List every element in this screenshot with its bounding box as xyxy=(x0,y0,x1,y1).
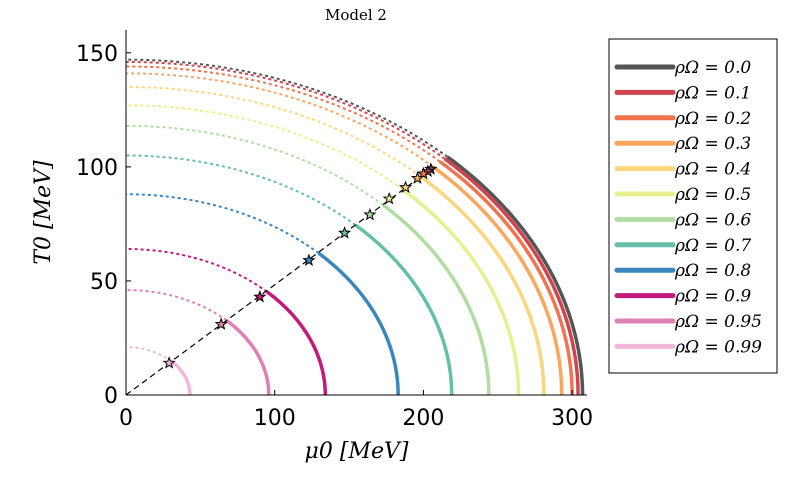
legend-label-9: ρΩ = 0.9 xyxy=(674,287,751,307)
y-tick-label: 50 xyxy=(90,270,118,295)
legend-label-0: ρΩ = 0.0 xyxy=(674,58,751,78)
x-axis-title: μ0 [MeV] xyxy=(305,439,409,464)
star-marker-7 xyxy=(338,226,352,239)
axes: 0 100 200 300 0 50 100 150 μ0 [MeV] T0 [MeV] xyxy=(31,30,593,464)
y-axis-title: T0 [MeV] xyxy=(31,160,56,265)
legend-label-6: ρΩ = 0.6 xyxy=(674,210,751,230)
series-first-order-line-4 xyxy=(419,175,546,396)
series-first-order-line-1 xyxy=(443,157,580,396)
series-first-order-line-3 xyxy=(431,165,564,396)
series-crossover-line-11 xyxy=(125,346,173,363)
series-crossover-line-10 xyxy=(125,289,227,322)
star-marker-11 xyxy=(162,356,176,369)
y-tick-label: 150 xyxy=(76,42,118,67)
series-crossover-line-6 xyxy=(125,124,384,206)
diagonal-dashed-line xyxy=(125,166,435,396)
star-marker-3 xyxy=(410,171,425,184)
star-marker-2 xyxy=(416,166,431,180)
series-crossover-line-8 xyxy=(125,193,320,255)
legend-label-7: ρΩ = 0.7 xyxy=(674,236,751,256)
y-tick-label: 0 xyxy=(104,384,118,409)
x-tick-label: 100 xyxy=(254,406,296,431)
star-marker-5 xyxy=(382,191,396,205)
series-first-order-line-6 xyxy=(382,203,491,396)
series-crossover-line-0 xyxy=(125,58,449,158)
x-tick-label: 300 xyxy=(551,406,593,431)
series-first-order-line-10 xyxy=(225,318,271,396)
series-first-order-line-9 xyxy=(265,290,328,396)
legend-label-2: ρΩ = 0.2 xyxy=(674,109,751,129)
series-crossover-line-5 xyxy=(125,104,403,190)
legend-label-1: ρΩ = 0.1 xyxy=(674,83,751,103)
star-marker-6 xyxy=(363,207,377,221)
series-crossover-line-1 xyxy=(125,60,446,160)
series-first-order-line-7 xyxy=(354,223,454,396)
series-crossover-line-7 xyxy=(125,154,357,226)
legend-label-3: ρΩ = 0.3 xyxy=(674,134,751,154)
series-first-order-line-11 xyxy=(170,359,192,396)
series-first-order-line-0 xyxy=(446,155,585,396)
star-marker-8 xyxy=(302,253,316,267)
y-tick-label: 100 xyxy=(76,156,118,181)
legend-label-8: ρΩ = 0.8 xyxy=(674,261,751,281)
legend-label-11: ρΩ = 0.99 xyxy=(674,337,762,357)
x-tick-label: 200 xyxy=(402,406,444,431)
legend-label-5: ρΩ = 0.5 xyxy=(674,185,751,205)
star-marker-10 xyxy=(214,317,228,330)
series-crossover-line-3 xyxy=(125,72,434,168)
series-first-order-line-8 xyxy=(317,251,400,396)
legend: ρΩ = 0.0 ρΩ = 0.1 ρΩ = 0.2 ρΩ = 0.3 ρΩ = 0.4… xyxy=(608,38,778,374)
series-first-order-line-5 xyxy=(401,187,521,396)
chart-title: Model 2 xyxy=(325,6,387,24)
legend-label-10: ρΩ = 0.95 xyxy=(674,312,762,332)
legend-label-4: ρΩ = 0.4 xyxy=(674,160,751,180)
x-tick-label: 0 xyxy=(119,406,133,431)
series-crossover-line-9 xyxy=(125,248,268,293)
series-crossover-line-4 xyxy=(125,86,421,178)
series-first-order-line-2 xyxy=(438,160,574,396)
star-marker-4 xyxy=(398,180,413,194)
star-marker-9 xyxy=(253,289,267,303)
plot-area xyxy=(125,58,585,396)
